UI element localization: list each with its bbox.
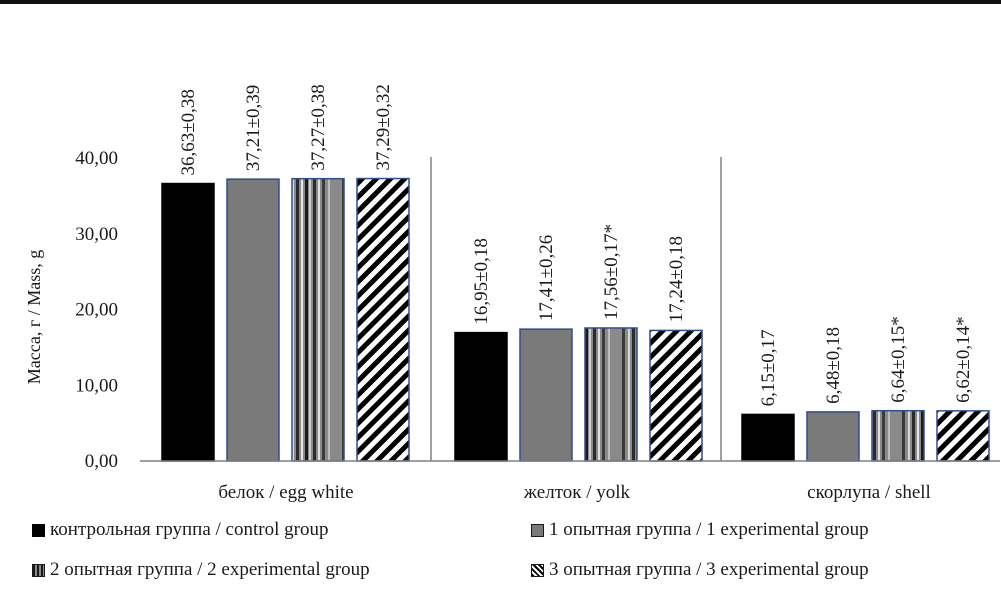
y-axis-label: Масса, г / Mass, g: [24, 250, 44, 385]
legend-swatch: [32, 563, 45, 577]
bars: [161, 177, 990, 462]
y-tick-label: 20,00: [75, 300, 118, 321]
bar-2-2: [519, 328, 573, 462]
legend-item-3: 2 опытная группа / 2 experimental group: [32, 559, 370, 581]
legend-label: 3 опытная группа / 3 experimental group: [549, 559, 869, 580]
bar-value-label: 17,24±0,18: [666, 236, 687, 322]
y-tick-label: 40,00: [75, 148, 118, 169]
legend-swatch: [32, 523, 45, 537]
bar-2-3: [584, 327, 638, 462]
bar-value-label: 6,48±0,18: [823, 327, 844, 404]
legend-item-4: 3 опытная группа / 3 experimental group: [531, 559, 869, 581]
x-category-label: белок / egg white: [218, 482, 353, 503]
bar-value-label: 6,64±0,15*: [888, 316, 909, 402]
top-rule: [0, 0, 1001, 4]
legend-swatch: [531, 563, 544, 577]
bar-value-label: 17,56±0,17*: [601, 224, 622, 320]
bar-2-1: [454, 331, 508, 462]
y-tick-label: 30,00: [75, 224, 118, 245]
bar-1-2: [226, 178, 280, 462]
bar-3-3: [871, 409, 925, 462]
legend-label: 2 опытная группа / 2 experimental group: [50, 559, 370, 580]
bar-value-label: 6,15±0,17: [758, 329, 779, 406]
bar-1-1: [161, 182, 215, 462]
x-category-label: желток / yolk: [523, 482, 631, 503]
bar-value-label: 16,95±0,18: [471, 238, 492, 324]
y-axis-ticks: 0,00 10,00 20,00 30,00 40,00: [75, 148, 118, 472]
bar-3-2: [806, 411, 860, 462]
legend-label: контрольная группа / control group: [50, 519, 329, 540]
bar-value-label: 37,21±0,39: [243, 85, 264, 171]
bar-value-label: 17,41±0,26: [536, 235, 557, 321]
legend-label: 1 опытная группа / 1 experimental group: [549, 519, 869, 540]
bar-2-4: [649, 329, 703, 462]
bar-value-label: 36,63±0,38: [178, 89, 199, 175]
bar-3-4: [936, 410, 990, 462]
legend-item-1: контрольная группа / control group: [32, 519, 328, 541]
bar-value-label: 37,29±0,32: [373, 84, 394, 170]
x-category-label: скорлупа / shell: [807, 482, 931, 503]
bar-1-4: [356, 177, 410, 462]
bar-3-1: [741, 413, 795, 462]
bar-value-label: 6,62±0,14*: [953, 316, 974, 402]
legend-swatch: [531, 523, 544, 537]
x-axis-category-labels: белок / egg white желток / yolk скорлупа /…: [218, 482, 930, 503]
bar-value-label: 37,27±0,38: [308, 84, 329, 170]
bar-1-3: [291, 177, 345, 462]
y-tick-label: 10,00: [75, 375, 118, 396]
category-separators: [430, 157, 722, 461]
y-tick-label: 0,00: [85, 451, 118, 472]
legend-item-2: 1 опытная группа / 1 experimental group: [531, 519, 869, 541]
bar-value-labels: 36,63±0,38 37,21±0,39 37,27±0,38 37,29±0,32…: [178, 84, 974, 406]
